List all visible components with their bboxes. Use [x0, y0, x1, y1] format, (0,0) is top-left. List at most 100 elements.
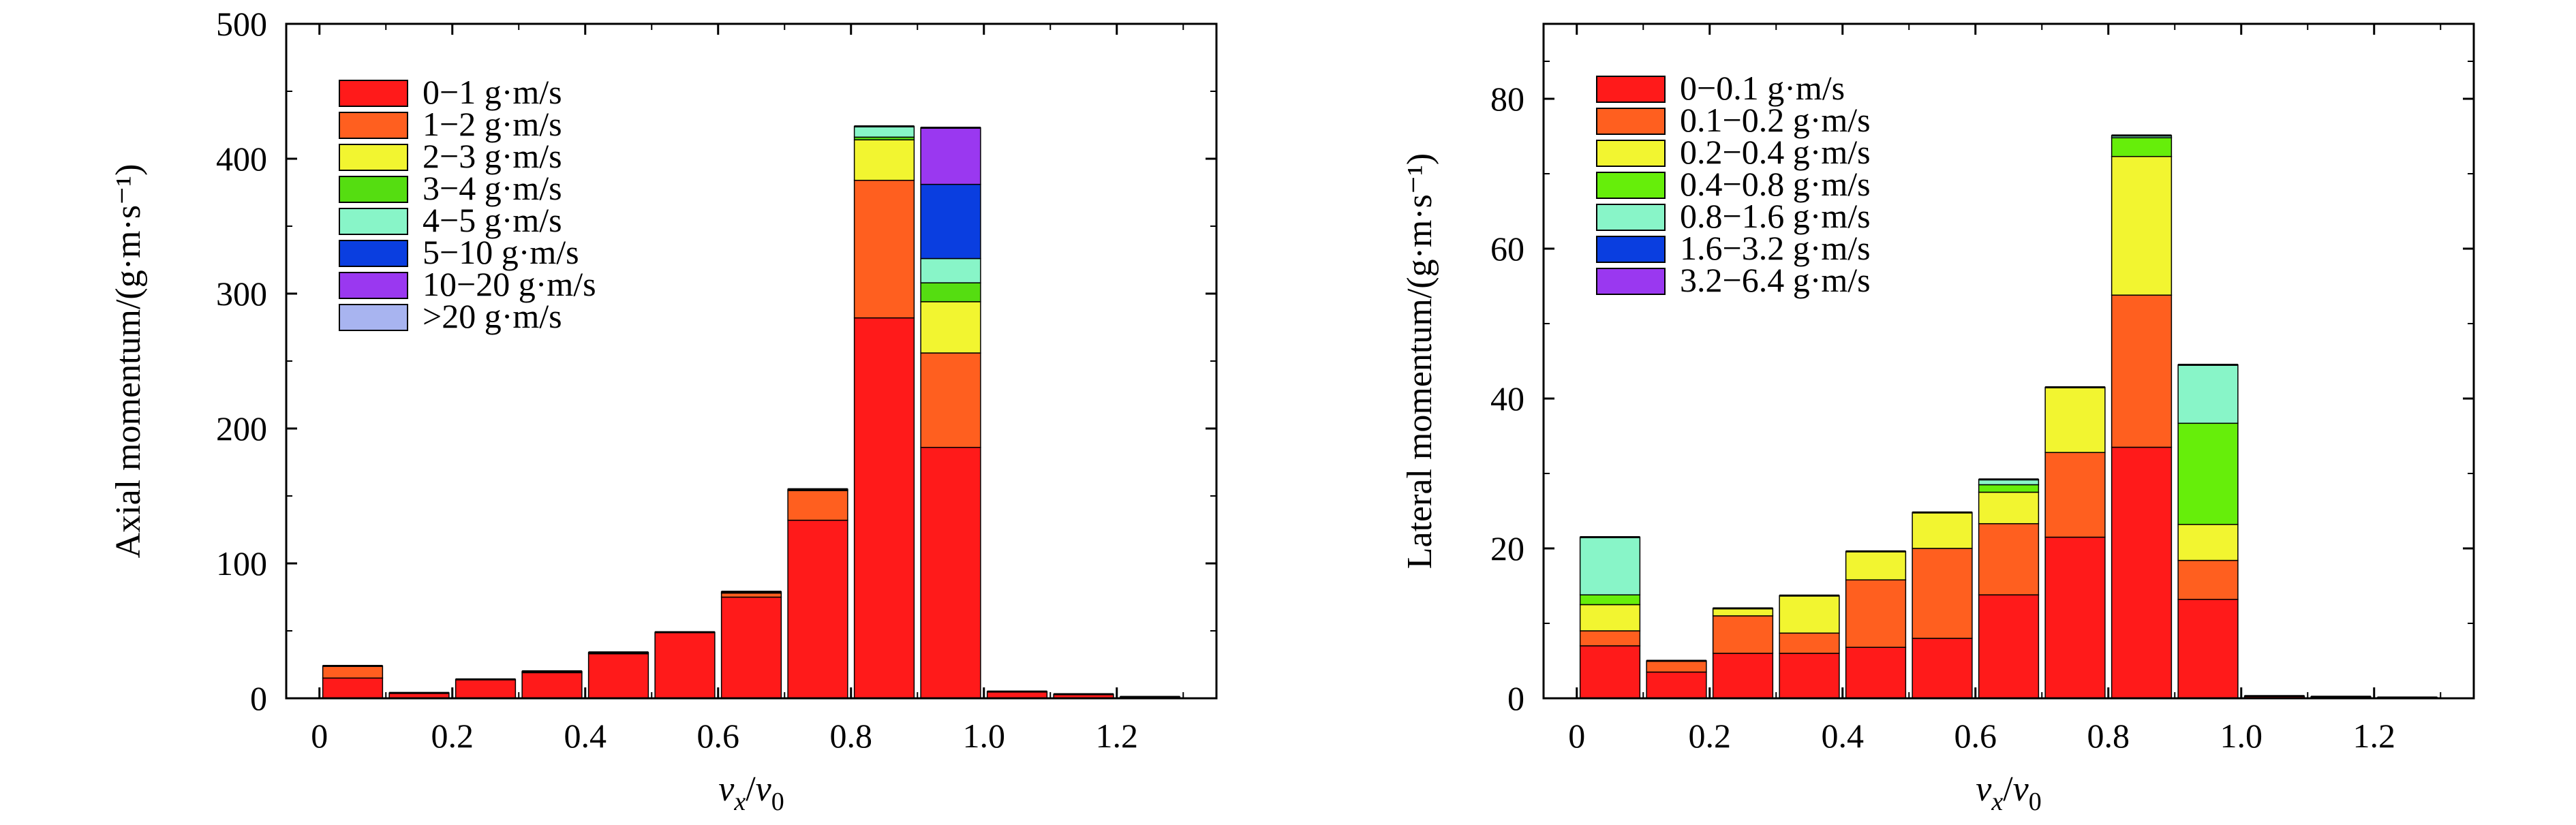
bar-segment — [1912, 638, 1973, 699]
legend-swatch — [339, 112, 408, 139]
legend-swatch — [1596, 172, 1666, 199]
bar-segment — [2111, 155, 2173, 296]
legend-label: 0−0.1 g·m/s — [1680, 69, 1845, 107]
legend-label: 0.2−0.4 g·m/s — [1680, 133, 1871, 171]
bar-segment — [920, 258, 981, 283]
bar-segment — [1978, 523, 2040, 595]
legend-label: 1.6−3.2 g·m/s — [1680, 229, 1871, 267]
bar-segment — [1912, 512, 1973, 549]
bar-segment — [1579, 645, 1641, 699]
x-tick-label: 0.8 — [2087, 717, 2130, 755]
x-tick-label: 0.2 — [431, 717, 474, 755]
plot-frame — [1542, 22, 2475, 700]
bar-segment — [920, 352, 981, 448]
bar-segment — [2111, 294, 2173, 448]
x-tick-label: 0.6 — [1954, 717, 1997, 755]
x-tick-label: 1.0 — [963, 717, 1006, 755]
x-axis-label: vx/v0 — [718, 770, 784, 816]
bar-segment — [720, 592, 782, 598]
x-tick-label: 1.2 — [1096, 717, 1139, 755]
bar-segment — [2044, 452, 2106, 538]
legend-label: 0.4−0.8 g·m/s — [1680, 165, 1871, 203]
bar-segment — [853, 179, 915, 319]
bar-segment — [2177, 364, 2239, 424]
y-axis-label: Axial momentum/(g·m·s⁻¹) — [109, 164, 148, 559]
bar-segment — [1579, 594, 1641, 606]
bar-segment — [1779, 595, 1840, 634]
bar-segment — [787, 519, 848, 699]
bar-segment — [1579, 630, 1641, 647]
legend-swatch — [1596, 108, 1666, 135]
y-tick-label: 300 — [216, 275, 267, 313]
bar-segment — [787, 490, 848, 521]
bar-segment — [322, 665, 384, 679]
bar-segment — [2177, 422, 2239, 525]
bar-segment — [853, 317, 915, 699]
bar-segment — [1845, 550, 1907, 580]
bar-segment — [1712, 615, 1774, 654]
x-tick-label: 0.6 — [697, 717, 740, 755]
bar-segment — [1845, 647, 1907, 699]
bar-segment — [322, 677, 384, 699]
legend-label: 0.8−1.6 g·m/s — [1680, 197, 1871, 235]
legend-label: 3.2−6.4 g·m/s — [1680, 261, 1871, 299]
bar-segment — [920, 301, 981, 354]
x-tick-label: 0 — [1568, 717, 1585, 755]
legend-swatch — [1596, 268, 1666, 295]
bar-segment — [2111, 446, 2173, 699]
bar-segment — [1646, 660, 1707, 673]
legend-label: >20 g·m/s — [423, 297, 562, 335]
x-tick-label: 1.2 — [2353, 717, 2396, 755]
bar-segment — [1646, 671, 1707, 699]
legend-label: 10−20 g·m/s — [423, 265, 596, 303]
legend-label: 3−4 g·m/s — [423, 169, 562, 207]
bar-segment — [920, 183, 981, 260]
bar-segment — [1978, 491, 2040, 525]
legend-label: 1−2 g·m/s — [423, 105, 562, 143]
bar-segment — [1579, 536, 1641, 595]
x-tick-label: 0.4 — [564, 717, 607, 755]
x-tick-label: 0.8 — [830, 717, 873, 755]
bar-segment — [1712, 608, 1774, 617]
legend-label: 0.1−0.2 g·m/s — [1680, 101, 1871, 139]
legend-swatch — [339, 80, 408, 107]
y-tick-label: 60 — [1490, 230, 1524, 268]
legend-swatch — [339, 208, 408, 235]
x-tick-label: 0 — [311, 717, 328, 755]
bar-segment — [1779, 632, 1840, 654]
bar-segment — [1912, 548, 1973, 639]
y-axis-label: Lateral momentum/(g·m·s⁻¹) — [1400, 153, 1439, 570]
bar-segment — [920, 282, 981, 302]
bar-segment — [2044, 386, 2106, 453]
legend-swatch — [339, 304, 408, 331]
x-tick-label: 0.2 — [1689, 717, 1732, 755]
bar-segment — [2177, 524, 2239, 561]
y-tick-label: 20 — [1490, 529, 1524, 567]
legend-label: 0−1 g·m/s — [423, 73, 562, 111]
y-tick-label: 500 — [216, 5, 267, 43]
bar-segment — [521, 672, 583, 699]
x-tick-label: 1.0 — [2220, 717, 2263, 755]
bar-segment — [587, 653, 649, 699]
y-tick-label: 0 — [1507, 679, 1524, 717]
bar-segment — [1779, 653, 1840, 699]
legend-label: 2−3 g·m/s — [423, 137, 562, 175]
y-tick-label: 200 — [216, 409, 267, 448]
legend-label: 5−10 g·m/s — [423, 233, 579, 271]
y-tick-label: 400 — [216, 140, 267, 178]
y-tick-label: 80 — [1490, 80, 1524, 118]
legend-swatch — [1596, 236, 1666, 263]
bar-segment — [1579, 604, 1641, 632]
legend-swatch — [1596, 140, 1666, 167]
bar-segment — [853, 139, 915, 181]
bar-segment — [1978, 484, 2040, 493]
chart-panel-lateral: 0 20 40 60 80 0 0.2 0.4 0.6 0.8 1.0 1.2 Lateral mome… — [1400, 22, 2475, 816]
bar-segment — [2111, 137, 2173, 157]
bar-segment — [920, 446, 981, 699]
bar-segment — [2044, 536, 2106, 699]
legend-swatch — [339, 272, 408, 299]
bar-segment — [920, 127, 981, 185]
legend-swatch — [339, 176, 408, 203]
